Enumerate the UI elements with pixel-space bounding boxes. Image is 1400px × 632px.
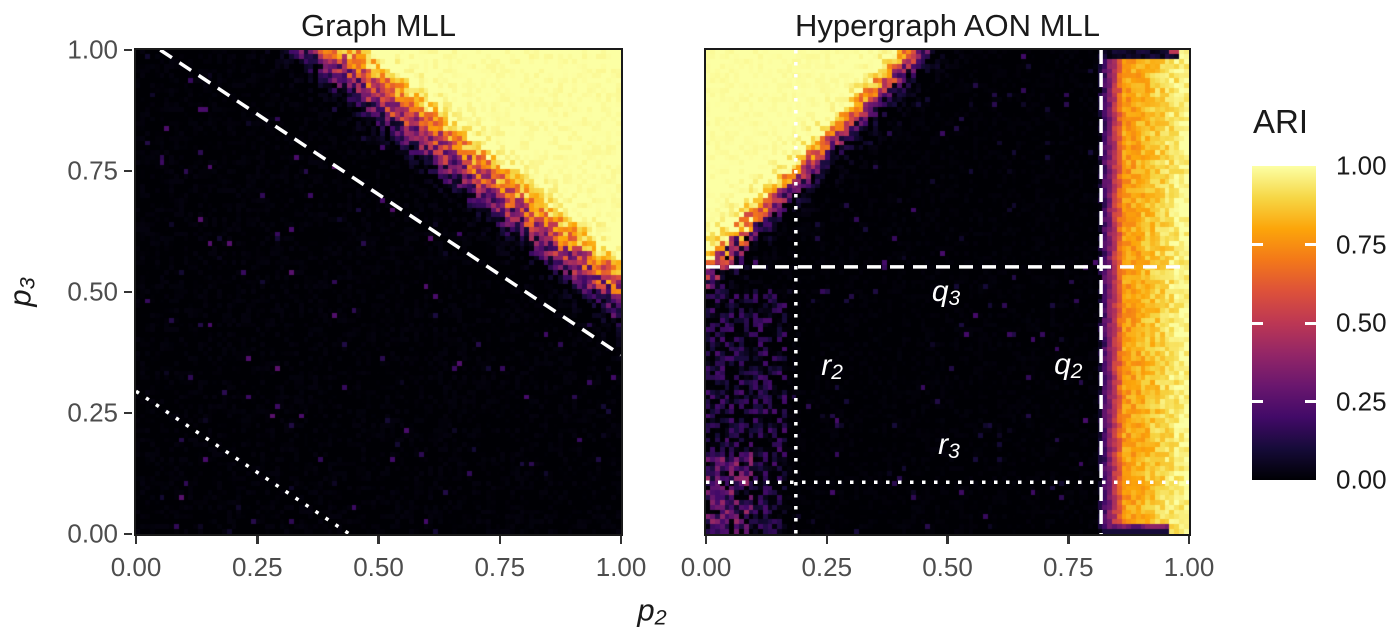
x-tick-mark (825, 536, 828, 544)
annotation-q3: q3 (931, 275, 961, 310)
y-tick-mark (124, 169, 132, 173)
x-tick-label: 0.00 (110, 552, 162, 582)
x-tick-label: 0.50 (353, 552, 404, 582)
x-tick-label: 0.50 (922, 552, 973, 582)
heatmap-canvas-hypergraph-aon-mll (706, 50, 1189, 534)
y-tick-mark (124, 290, 132, 294)
annotation-q2: q2 (1054, 348, 1083, 383)
x-tick-mark (946, 536, 949, 544)
colorbar-notch (1305, 400, 1316, 403)
x-tick-label: 0.25 (801, 552, 853, 582)
x-tick-mark (256, 536, 259, 544)
colorbar-tick-label: 0.50 (1336, 307, 1387, 338)
y-tick-mark (124, 532, 132, 536)
x-tick-label: 0.25 (231, 552, 283, 582)
x-tick-label: 1.00 (1163, 552, 1215, 582)
colorbar-title: ARI (1253, 103, 1309, 140)
panel-title-graph-mll: Graph MLL (300, 8, 457, 43)
y-tick-label: 1.00 (67, 34, 118, 65)
reference-lines-overlay-graph-mll (136, 50, 621, 534)
x-axis-label: p2 (637, 592, 667, 630)
colorbar-notch (1252, 321, 1263, 325)
x-tick-mark (1067, 536, 1070, 544)
x-tick-mark (134, 536, 138, 544)
reference-line-dotted (136, 389, 351, 534)
y-tick-mark (124, 411, 132, 415)
x-tick-label: 1.00 (595, 552, 647, 582)
annotation-r2: r2 (821, 349, 843, 384)
annotation-r3: r3 (938, 427, 960, 463)
x-tick-label: 0.00 (680, 552, 732, 582)
panel-title-hypergraph-aon-mll: Hypergraph AON MLL (795, 8, 1100, 43)
colorbar-tick-label: 0.75 (1336, 229, 1387, 259)
colorbar-tick-label: 0.00 (1336, 464, 1387, 495)
heatmap-canvas-graph-mll (136, 50, 621, 534)
x-tick-label: 0.75 (1042, 552, 1094, 582)
x-tick-label: 0.75 (474, 552, 526, 582)
y-tick-label: 0.50 (67, 276, 118, 307)
y-tick-label: 0.75 (67, 155, 118, 186)
colorbar-notch (1305, 243, 1316, 246)
y-axis-label: p3 (2, 277, 40, 307)
heatmap-panel-graph-mll (134, 48, 623, 536)
x-tick-mark (498, 536, 501, 544)
y-tick-label: 0.25 (67, 397, 118, 428)
colorbar-tick-label: 1.00 (1336, 150, 1387, 181)
colorbar-notch (1305, 321, 1316, 325)
x-tick-mark (619, 536, 623, 544)
colorbar-notch (1252, 243, 1263, 246)
y-tick-label: 0.00 (67, 518, 118, 549)
y-tick-mark (124, 48, 132, 52)
colorbar-tick-label: 0.25 (1336, 386, 1387, 416)
heatmap-panel-hypergraph-aon-mll: r2 q2 q3 r3 (704, 48, 1191, 536)
reference-line-dashed (159, 50, 621, 357)
x-tick-mark (704, 536, 708, 544)
x-tick-mark (1187, 536, 1191, 544)
x-tick-mark (377, 536, 380, 544)
reference-lines-overlay-hypergraph-aon-mll (706, 50, 1189, 534)
colorbar-notch (1252, 400, 1263, 403)
